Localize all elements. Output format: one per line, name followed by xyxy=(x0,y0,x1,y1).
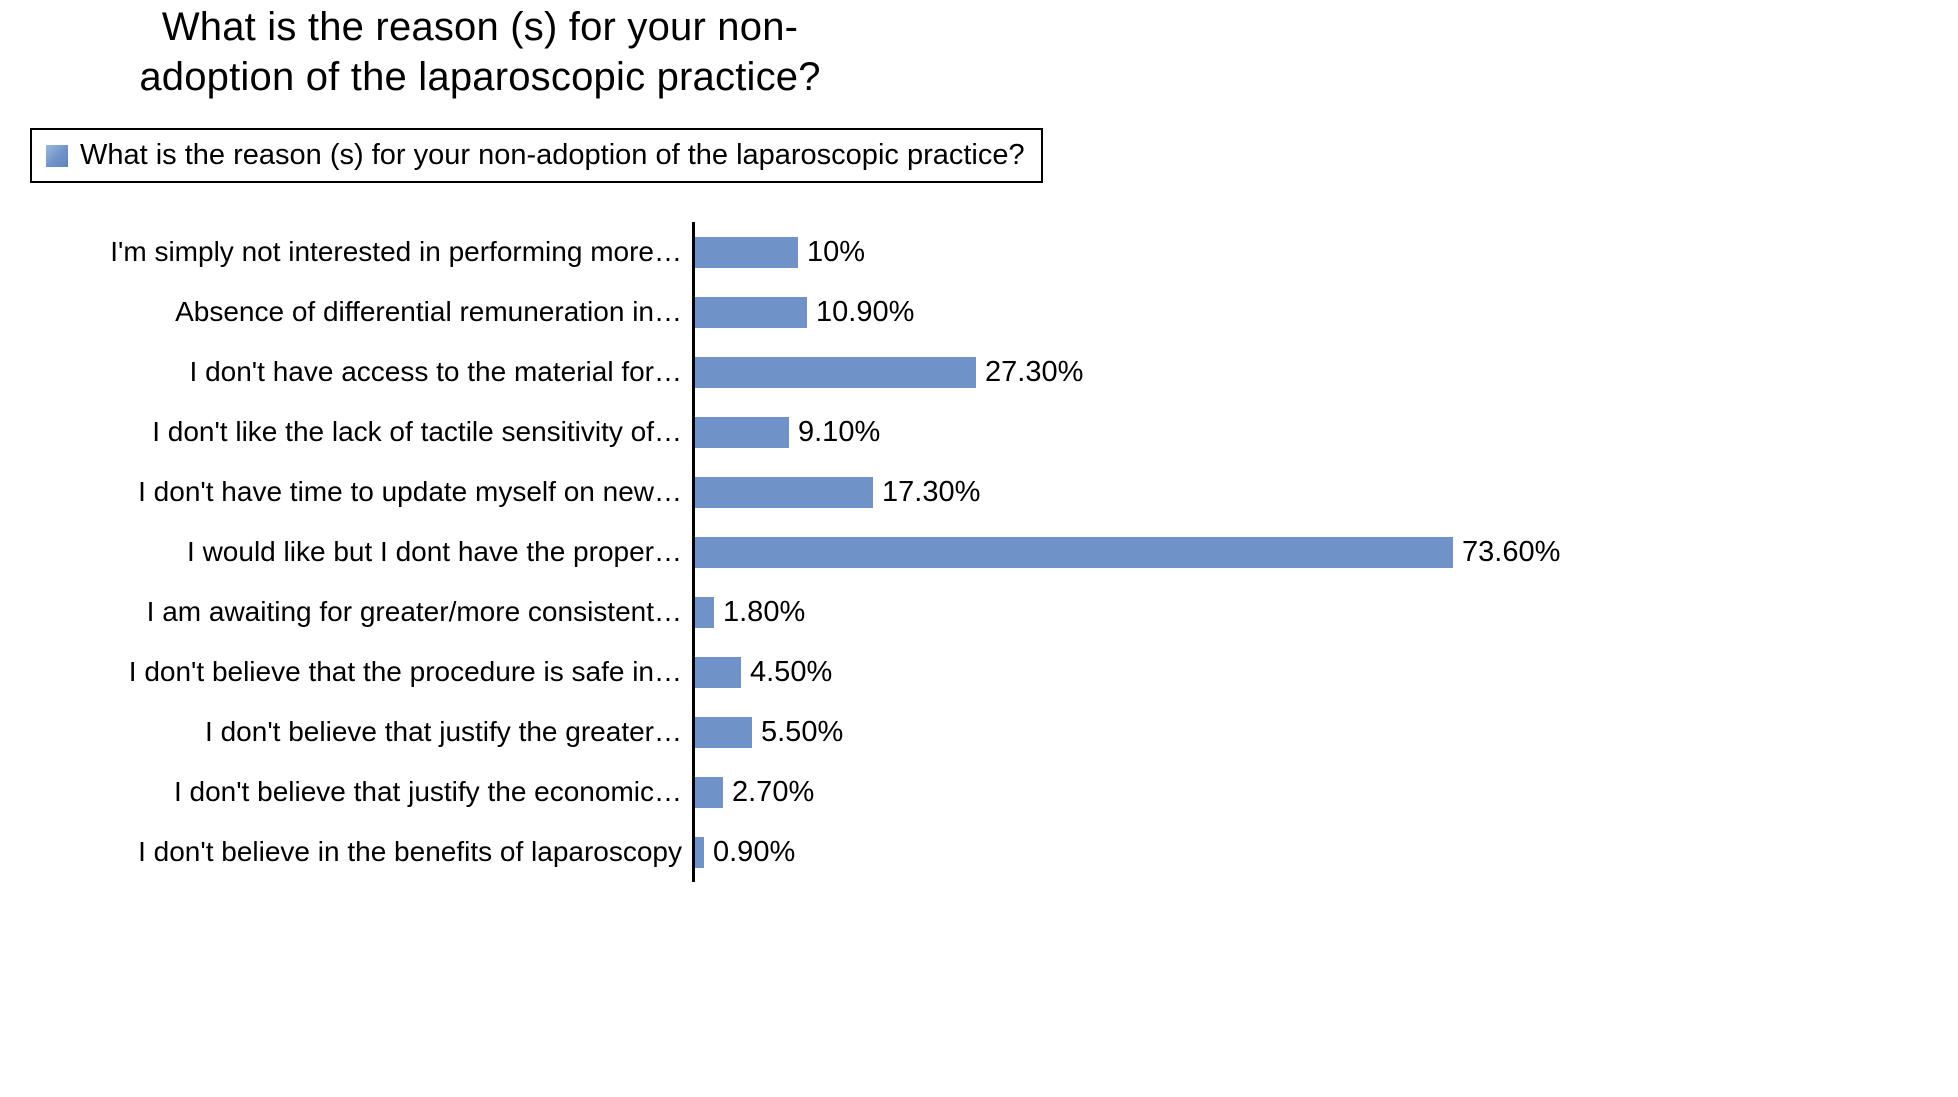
category-label: I am awaiting for greater/more consisten… xyxy=(146,596,682,627)
bar xyxy=(695,656,741,688)
bar xyxy=(695,596,714,628)
bar xyxy=(695,716,752,748)
bar-area: 73.60% xyxy=(692,522,1958,582)
value-label: 9.10% xyxy=(798,415,881,448)
legend-swatch-icon xyxy=(46,144,68,167)
category-label: I don't believe that justify the economi… xyxy=(173,776,682,807)
bar-chart-rows: I'm simply not interested in performing … xyxy=(0,222,1958,882)
bar xyxy=(695,296,807,328)
bar-row: I don't believe that justify the greater… xyxy=(0,702,1958,762)
chart-title: What is the reason (s) for your non- ado… xyxy=(40,2,920,102)
bar-area: 4.50% xyxy=(692,642,1958,702)
category-label: I don't believe that the procedure is sa… xyxy=(128,656,682,687)
legend-label: What is the reason (s) for your non-adop… xyxy=(80,139,1025,171)
category-label: I don't believe that justify the greater… xyxy=(205,716,682,747)
bar-area: 9.10% xyxy=(692,402,1958,462)
bar-row: I don't believe in the benefits of lapar… xyxy=(0,822,1958,882)
bar-area: 5.50% xyxy=(692,702,1958,762)
bar-chart: I'm simply not interested in performing … xyxy=(0,222,1958,882)
bar-row: I don't believe that justify the economi… xyxy=(0,762,1958,822)
bar xyxy=(695,536,1453,568)
bar-area: 27.30% xyxy=(692,342,1958,402)
bar-area: 17.30% xyxy=(692,462,1958,522)
bar-area: 2.70% xyxy=(692,762,1958,822)
value-label: 17.30% xyxy=(882,475,981,508)
bar-row: I don't have access to the material for…… xyxy=(0,342,1958,402)
bar-area: 0.90% xyxy=(692,822,1958,882)
bar-row: I don't like the lack of tactile sensiti… xyxy=(0,402,1958,462)
bar-row: I don't have time to update myself on ne… xyxy=(0,462,1958,522)
bar xyxy=(695,776,723,808)
bar-row: I am awaiting for greater/more consisten… xyxy=(0,582,1958,642)
bar xyxy=(695,356,976,388)
bar-row: I'm simply not interested in performing … xyxy=(0,222,1958,282)
bar xyxy=(695,416,789,448)
chart-title-line2: adoption of the laparoscopic practice? xyxy=(139,55,821,99)
category-label: I don't like the lack of tactile sensiti… xyxy=(152,416,682,447)
category-label: I don't have access to the material for… xyxy=(189,356,682,387)
value-label: 73.60% xyxy=(1462,535,1561,568)
legend: What is the reason (s) for your non-adop… xyxy=(30,128,1043,183)
bar-area: 10.90% xyxy=(692,282,1958,342)
value-label: 0.90% xyxy=(713,835,796,868)
category-label: I don't have time to update myself on ne… xyxy=(138,476,682,507)
bar xyxy=(695,476,873,508)
bar-area: 10% xyxy=(692,222,1958,282)
category-label: I'm simply not interested in performing … xyxy=(110,236,682,267)
bar xyxy=(695,236,798,268)
value-label: 10.90% xyxy=(816,295,915,328)
category-label: I don't believe in the benefits of lapar… xyxy=(138,836,682,867)
bar-row: I would like but I dont have the proper…… xyxy=(0,522,1958,582)
value-label: 1.80% xyxy=(723,595,806,628)
chart-title-line1: What is the reason (s) for your non- xyxy=(161,5,799,49)
value-label: 5.50% xyxy=(761,715,844,748)
bar xyxy=(695,836,704,868)
value-label: 10% xyxy=(807,235,866,268)
value-label: 27.30% xyxy=(985,355,1084,388)
bar-row: I don't believe that the procedure is sa… xyxy=(0,642,1958,702)
bar-row: Absence of differential remuneration in…… xyxy=(0,282,1958,342)
bar-area: 1.80% xyxy=(692,582,1958,642)
category-label: I would like but I dont have the proper… xyxy=(187,536,682,567)
value-label: 4.50% xyxy=(750,655,833,688)
category-label: Absence of differential remuneration in… xyxy=(175,296,682,327)
value-label: 2.70% xyxy=(732,775,815,808)
